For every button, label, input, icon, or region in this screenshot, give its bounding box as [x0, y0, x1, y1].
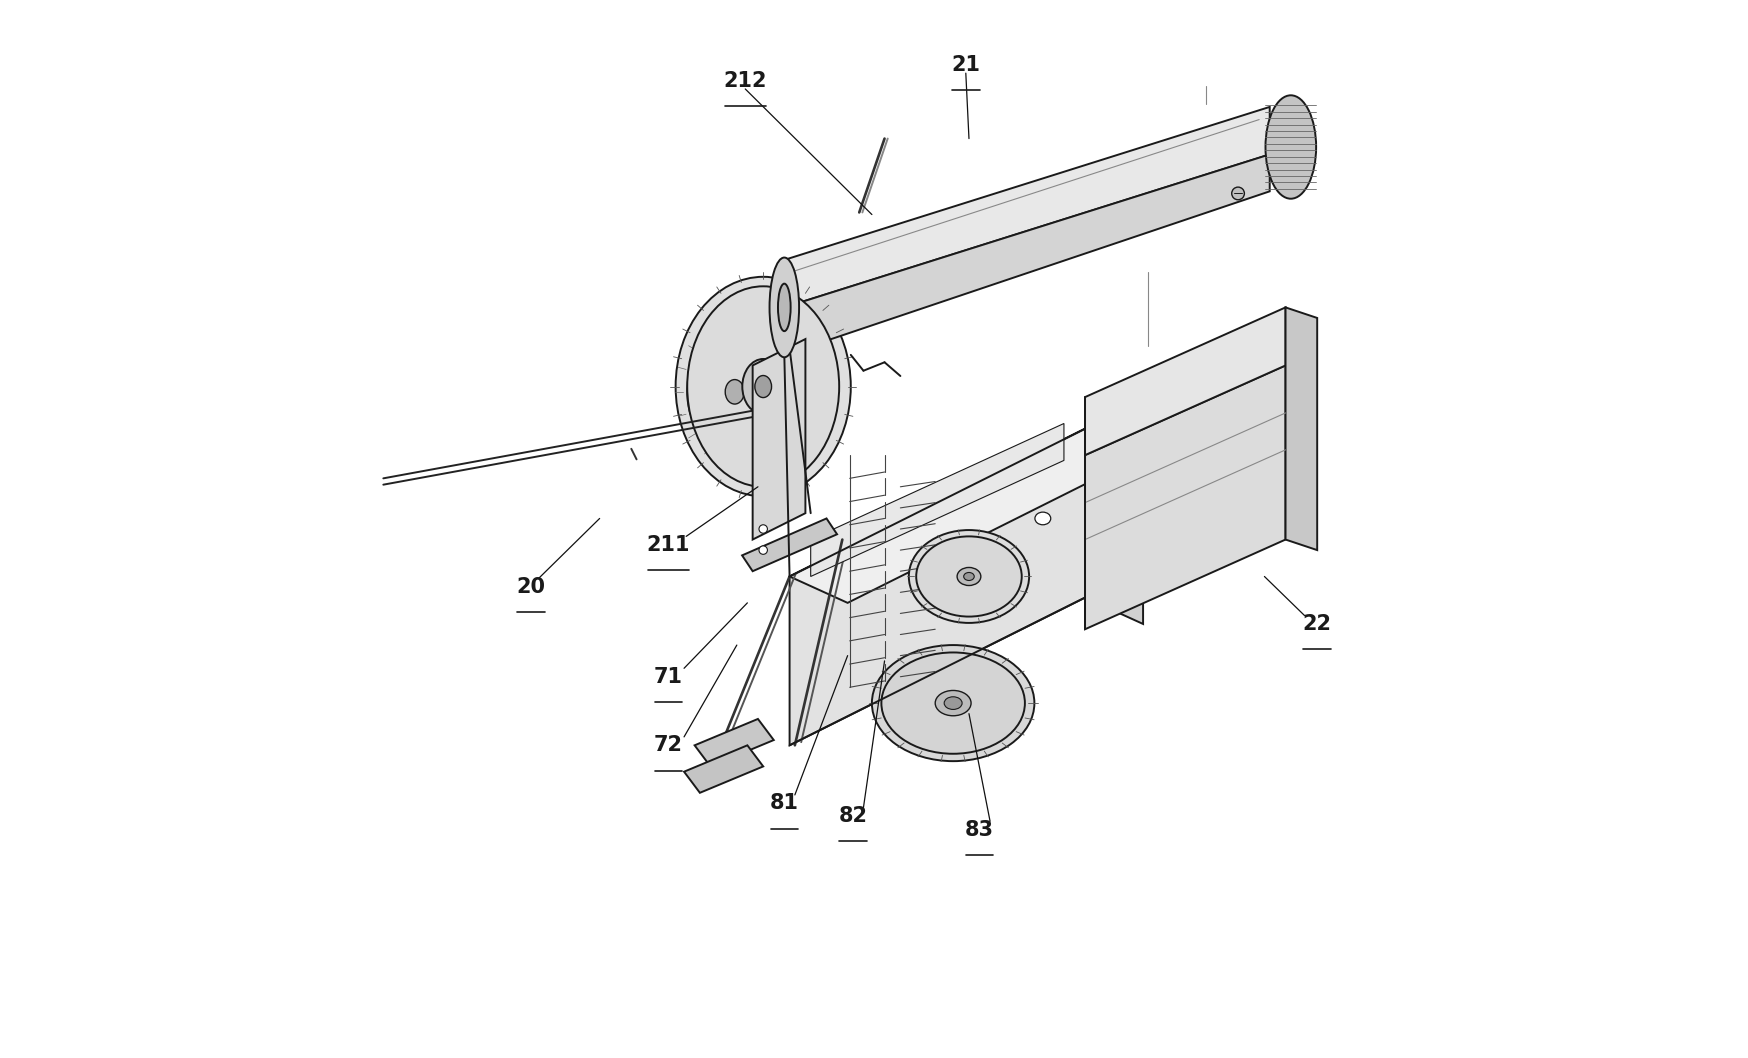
Ellipse shape — [687, 330, 781, 453]
Ellipse shape — [963, 572, 974, 581]
Text: 82: 82 — [839, 806, 867, 826]
Ellipse shape — [944, 697, 961, 710]
Ellipse shape — [769, 257, 799, 358]
Polygon shape — [1086, 365, 1285, 630]
Polygon shape — [1285, 308, 1318, 550]
Polygon shape — [785, 107, 1269, 308]
Text: 212: 212 — [724, 71, 767, 91]
Ellipse shape — [725, 380, 745, 404]
Ellipse shape — [778, 284, 790, 331]
Polygon shape — [753, 339, 806, 540]
Text: 20: 20 — [517, 577, 545, 597]
Ellipse shape — [687, 287, 839, 487]
Ellipse shape — [916, 536, 1023, 617]
Ellipse shape — [743, 359, 785, 414]
Ellipse shape — [958, 567, 981, 585]
Ellipse shape — [759, 525, 767, 533]
Ellipse shape — [1232, 187, 1245, 200]
Ellipse shape — [676, 277, 851, 496]
Ellipse shape — [759, 546, 767, 554]
Text: 211: 211 — [647, 535, 690, 554]
Text: 71: 71 — [654, 667, 683, 687]
Ellipse shape — [935, 691, 972, 716]
Polygon shape — [1086, 308, 1285, 455]
Text: 22: 22 — [1302, 614, 1332, 634]
Ellipse shape — [1266, 95, 1316, 199]
Ellipse shape — [881, 653, 1024, 753]
Text: 72: 72 — [654, 735, 683, 755]
Ellipse shape — [755, 376, 771, 398]
Ellipse shape — [872, 645, 1035, 761]
Polygon shape — [743, 518, 837, 571]
Polygon shape — [790, 428, 1143, 603]
Polygon shape — [1086, 428, 1143, 624]
Ellipse shape — [678, 325, 790, 459]
Text: 81: 81 — [769, 794, 799, 814]
Text: 21: 21 — [951, 55, 981, 75]
Polygon shape — [811, 423, 1065, 577]
Polygon shape — [790, 428, 1086, 745]
Ellipse shape — [909, 530, 1030, 623]
Text: 83: 83 — [965, 820, 995, 840]
Polygon shape — [683, 745, 764, 792]
Polygon shape — [694, 719, 774, 766]
Polygon shape — [785, 154, 1269, 354]
Ellipse shape — [1035, 512, 1051, 525]
